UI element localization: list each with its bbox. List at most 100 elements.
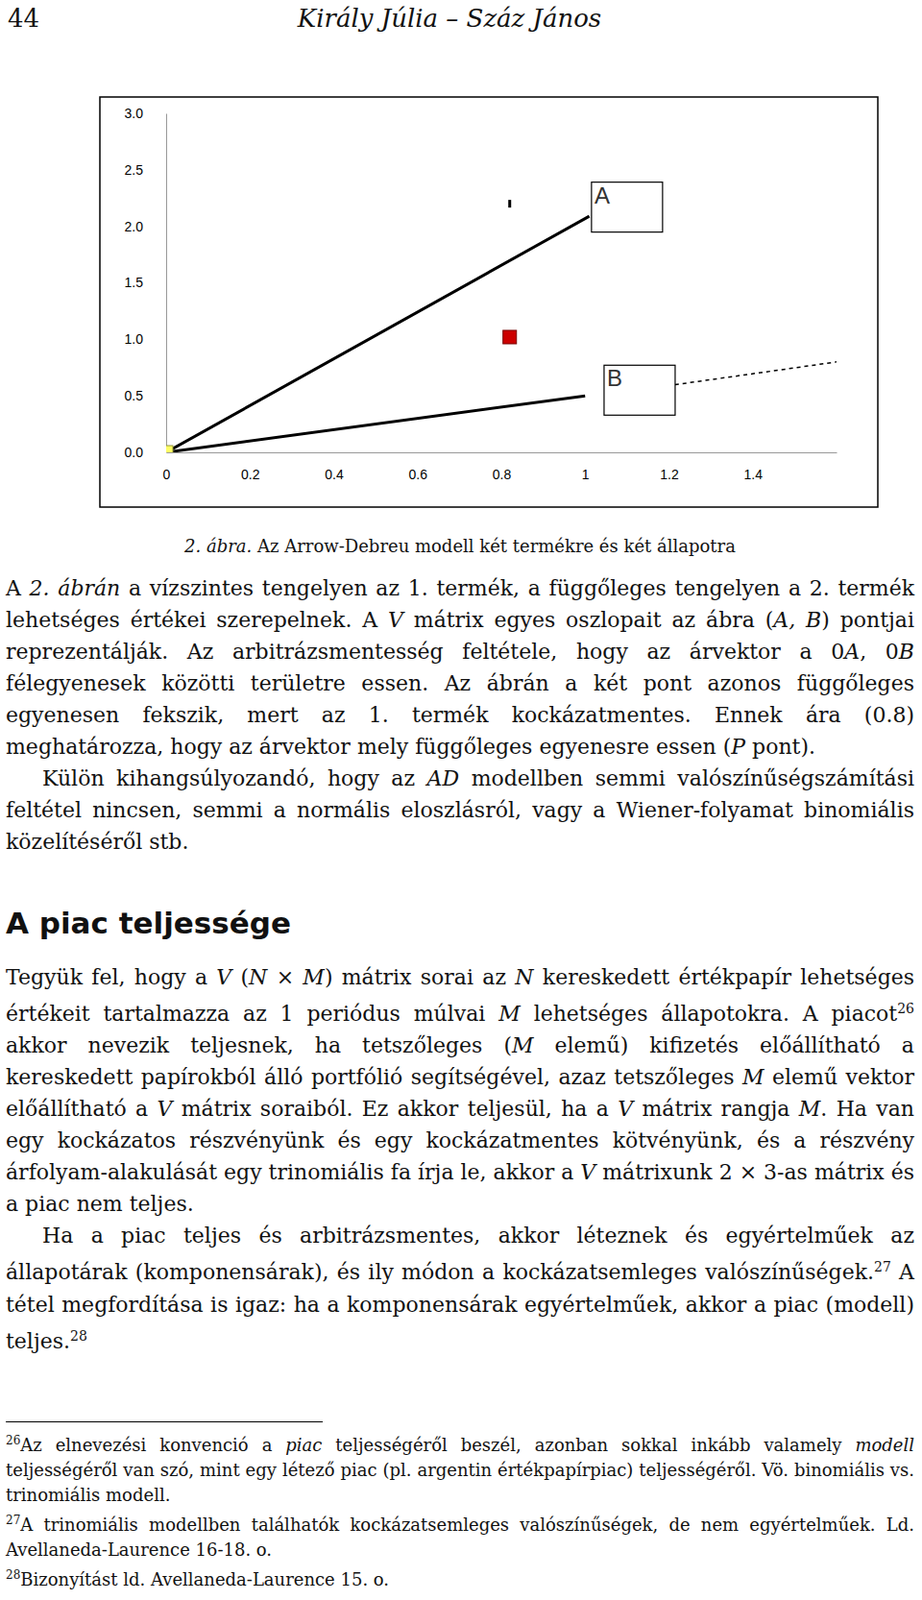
chart: 0 0.2 0.4 0.6 0.8 1 1.2 1.4 0.0 0.5 1.0 1.5 2.0 2.5 3.… bbox=[0, 0, 922, 524]
footnote-ref: 28 bbox=[70, 1328, 88, 1344]
y-tick: 0.0 bbox=[124, 444, 167, 461]
math-run: A bbox=[844, 639, 860, 664]
y-tick: 3.0 bbox=[124, 105, 167, 122]
y-tick-label: 2.0 bbox=[124, 218, 145, 235]
math-run: M bbox=[498, 1001, 521, 1026]
x-tick: 0 bbox=[163, 452, 171, 483]
figure-caption: 2. ábra. Az Arrow-Debreu modell két term… bbox=[5, 533, 915, 559]
caption-label: 2. ábra. bbox=[184, 535, 252, 557]
annotation-label: B bbox=[606, 364, 623, 391]
x-tick: 0.4 bbox=[324, 452, 344, 483]
math-run: V bbox=[580, 1160, 596, 1185]
running-head: Király Júlia – Száz János bbox=[7, 3, 892, 33]
math-run: P bbox=[730, 734, 746, 759]
x-axis: 0 0.2 0.4 0.6 0.8 1 1.2 1.4 bbox=[163, 452, 838, 483]
data-point bbox=[166, 445, 173, 453]
paragraph: Külön kihangsúlyozandó, hogy az AD model… bbox=[5, 762, 915, 858]
footnotes: 26Az elnevezési konvenció a piac teljess… bbox=[5, 1421, 915, 1593]
paragraph: A 2. ábrán a vízszintes tengelyen az 1. … bbox=[5, 572, 915, 763]
y-axis: 0.0 0.5 1.0 1.5 2.0 2.5 3.0 bbox=[124, 105, 168, 461]
y-tick-label: 1.0 bbox=[124, 331, 145, 347]
footnote: 27A trinomiális modellben találhatók koc… bbox=[5, 1507, 915, 1563]
data-point bbox=[503, 330, 517, 344]
x-tick-label: 1 bbox=[582, 466, 590, 483]
math-run: A, B bbox=[773, 607, 822, 632]
x-tick: 1 bbox=[582, 452, 590, 483]
footnote-ref: 26 bbox=[897, 1000, 915, 1017]
math-run: piac bbox=[285, 1434, 322, 1456]
footnote: 28Bizonyítást ld. Avellaneda-Laurence 15… bbox=[5, 1562, 915, 1593]
x-tick: 0.6 bbox=[409, 452, 429, 483]
text-run: lehetséges állapotokra. A piacot bbox=[520, 1001, 898, 1026]
text-run: Tegyük fel, hogy a bbox=[5, 965, 217, 990]
data-line bbox=[166, 395, 585, 453]
paragraph: Ha a piac teljes és arbitrázsmentes, akk… bbox=[5, 1219, 915, 1358]
math-run: modell bbox=[854, 1434, 915, 1456]
x-tick-label: 0.2 bbox=[241, 466, 261, 483]
y-tick: 1.0 bbox=[124, 331, 167, 347]
y-tick: 2.0 bbox=[124, 218, 167, 235]
y-tick: 1.5 bbox=[124, 274, 167, 291]
chart-frame bbox=[99, 97, 878, 508]
text-run: ( bbox=[231, 965, 249, 990]
math-run: V bbox=[388, 607, 404, 632]
section: A piac teljessége Tegyük fel, hogy a V (N… bbox=[5, 903, 915, 1358]
math-run: M bbox=[302, 965, 325, 990]
text-run: Az elnevezési konvenció a bbox=[20, 1434, 286, 1456]
y-tick: 2.5 bbox=[124, 162, 167, 178]
annotation-label: A bbox=[594, 182, 610, 209]
text-run: Bizonyítást ld. Avellaneda-Laurence 15. … bbox=[20, 1569, 389, 1590]
axis-line bbox=[167, 452, 838, 454]
math-run: M bbox=[799, 1096, 822, 1121]
paragraph: Tegyük fel, hogy a V (N × M) mátrix sora… bbox=[5, 961, 915, 1220]
y-tick-label: 0.0 bbox=[124, 444, 145, 461]
footnote-mark: 28 bbox=[5, 1568, 21, 1582]
x-tick-label: 0.4 bbox=[324, 466, 344, 483]
math-run: V bbox=[617, 1096, 633, 1121]
x-tick: 1.2 bbox=[659, 452, 680, 483]
text-run: akkor nevezik teljesnek, ha tetszőleges … bbox=[5, 1033, 512, 1058]
data-line bbox=[166, 216, 590, 453]
footnote: 26Az elnevezési konvenció a piac teljess… bbox=[5, 1428, 915, 1508]
marks bbox=[166, 199, 837, 453]
math-run: M bbox=[742, 1065, 765, 1090]
y-tick-label: 3.0 bbox=[124, 105, 145, 122]
main-text: 2. ábra. Az Arrow-Debreu modell két term… bbox=[5, 533, 915, 1358]
axis-line bbox=[166, 114, 168, 454]
math-run: N bbox=[248, 965, 267, 990]
section: A 2. ábrán a vízszintes tengelyen az 1. … bbox=[5, 572, 915, 858]
caption-text: Az Arrow-Debreu modell két termékre és k… bbox=[257, 535, 736, 557]
text-run: × bbox=[266, 965, 303, 990]
data-point bbox=[508, 199, 511, 208]
text-run: A bbox=[5, 576, 30, 601]
data-line bbox=[652, 362, 837, 389]
text-run: ) mátrix sorai az bbox=[324, 965, 515, 990]
footnote-rule bbox=[5, 1421, 323, 1423]
text-run: teljességéről beszél, azonban sokkal ink… bbox=[321, 1434, 855, 1456]
y-tick-label: 1.5 bbox=[124, 274, 145, 291]
text-run: A trinomiális modellben találhatók kocká… bbox=[5, 1514, 915, 1560]
page-number: 44 bbox=[7, 3, 40, 33]
annotation-box bbox=[591, 182, 663, 233]
y-tick-label: 0.5 bbox=[124, 388, 145, 404]
math-run: V bbox=[157, 1096, 173, 1121]
footnote-mark: 27 bbox=[5, 1513, 21, 1528]
text-run: Ha a piac teljes és arbitrázsmentes, akk… bbox=[5, 1223, 915, 1285]
x-tick-label: 0.8 bbox=[492, 466, 512, 483]
annotation-box bbox=[604, 364, 676, 415]
text-run: mátrix rangja bbox=[632, 1096, 800, 1121]
x-tick-label: 1.4 bbox=[744, 466, 764, 483]
x-tick: 0.2 bbox=[241, 452, 261, 483]
x-tick-label: 0.6 bbox=[409, 466, 429, 483]
x-tick: 1.4 bbox=[744, 452, 764, 483]
y-tick: 0.5 bbox=[124, 388, 167, 404]
text-run: , 0 bbox=[859, 639, 899, 664]
x-tick-label: 1.2 bbox=[659, 466, 680, 483]
math-run: AD bbox=[427, 766, 461, 791]
annotations: AB bbox=[591, 182, 676, 416]
x-tick: 0.8 bbox=[492, 452, 512, 483]
section-title: A piac teljessége bbox=[5, 903, 915, 943]
y-tick-label: 2.5 bbox=[124, 162, 145, 178]
text-run: teljességéről van szó, mint egy létező p… bbox=[5, 1459, 915, 1505]
math-run: V bbox=[216, 965, 232, 990]
